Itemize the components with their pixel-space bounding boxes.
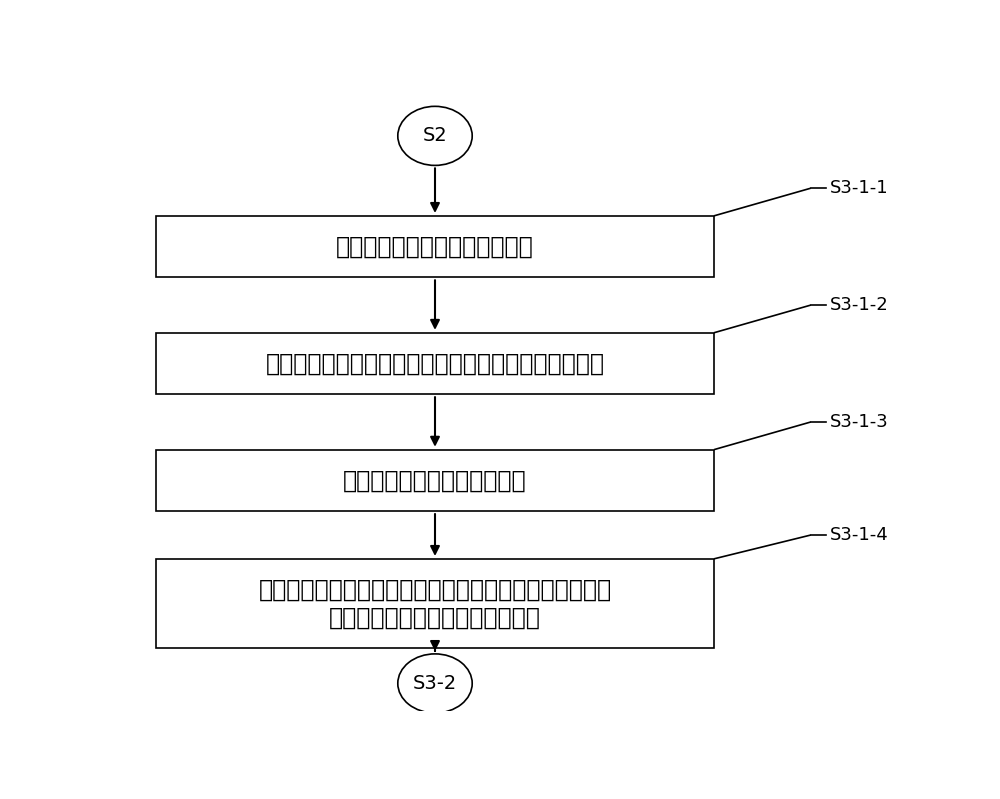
Circle shape <box>398 106 472 165</box>
Circle shape <box>398 654 472 713</box>
Bar <box>156 559 714 648</box>
Bar <box>156 450 714 511</box>
Text: S3-1-2: S3-1-2 <box>830 296 889 314</box>
Bar <box>156 332 714 394</box>
Text: S3-1-4: S3-1-4 <box>830 526 889 544</box>
Text: S3-2: S3-2 <box>413 674 457 693</box>
Text: 建立故障特征量之间的相关矩阵: 建立故障特征量之间的相关矩阵 <box>336 235 534 259</box>
Text: S3-1-3: S3-1-3 <box>830 413 889 431</box>
Text: S3-1-1: S3-1-1 <box>830 179 889 197</box>
Text: S2: S2 <box>423 126 447 145</box>
Bar <box>156 216 714 277</box>
Text: 根据特征值，计算累计贡献率: 根据特征值，计算累计贡献率 <box>343 468 527 492</box>
Text: 根据自相关矩阵，得到特征值以及对应的特征向量矩阵: 根据自相关矩阵，得到特征值以及对应的特征向量矩阵 <box>266 352 604 376</box>
Text: 根据累积贡献率、特征向量矩阵以及预处理后故障特征矩
阵，选取并返回故障特征的主成分: 根据累积贡献率、特征向量矩阵以及预处理后故障特征矩 阵，选取并返回故障特征的主成… <box>258 578 612 630</box>
